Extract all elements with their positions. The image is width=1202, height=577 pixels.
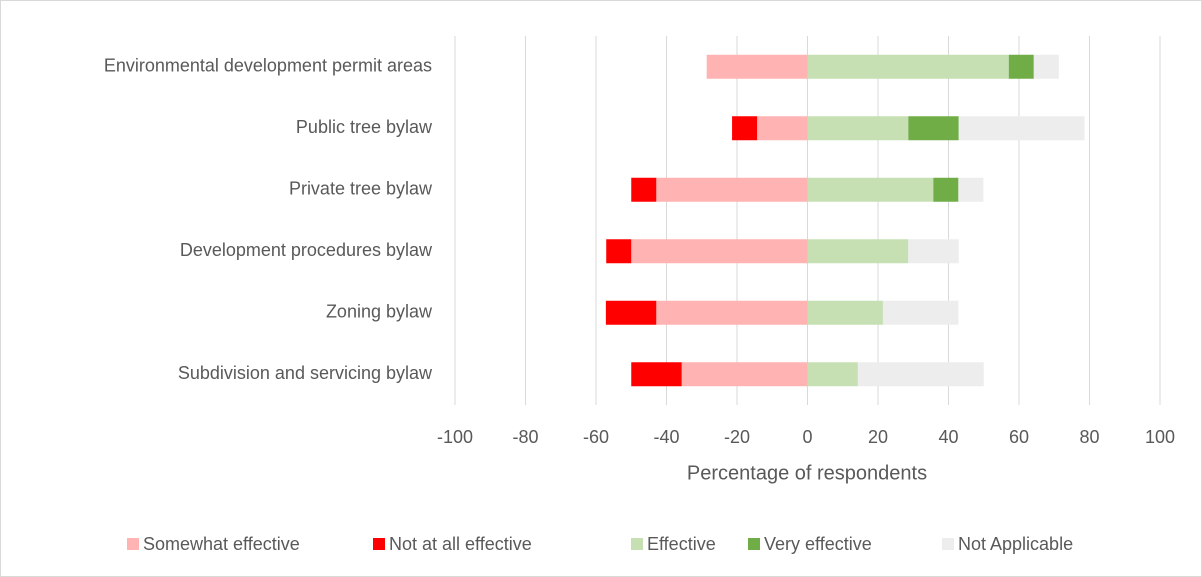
x-tick-label: -20	[724, 427, 750, 447]
bar-segment	[656, 300, 808, 325]
x-tick-label: 0	[802, 427, 812, 447]
legend-label: Very effective	[764, 534, 872, 554]
legend-swatch	[942, 538, 954, 550]
bar-segment	[631, 177, 657, 202]
bar-segment	[807, 116, 909, 141]
bar-segment	[807, 54, 1009, 79]
bar-segment	[757, 116, 808, 141]
legend-swatch	[631, 538, 643, 550]
bar-segment	[807, 300, 883, 325]
x-tick-label: -60	[583, 427, 609, 447]
bar-segment	[807, 239, 909, 264]
bar-segment	[631, 239, 808, 264]
x-tick-label: 60	[1009, 427, 1029, 447]
bar-segment	[933, 177, 959, 202]
bar-segment	[908, 239, 959, 264]
x-tick-label: -100	[437, 427, 473, 447]
bar-segment	[807, 362, 858, 387]
bar-segment	[605, 300, 657, 325]
legend-swatch	[748, 538, 760, 550]
legend-label: Not Applicable	[958, 534, 1073, 554]
legend-swatch	[373, 538, 385, 550]
bar-segment	[706, 54, 808, 79]
y-tick-label: Zoning bylaw	[326, 302, 433, 322]
x-tick-label: 40	[938, 427, 958, 447]
x-tick-label: 20	[868, 427, 888, 447]
bar-segment	[606, 239, 632, 264]
bar-segment	[807, 177, 934, 202]
bar-segment	[908, 116, 959, 141]
bar-segment	[958, 177, 984, 202]
bar-segment	[1008, 54, 1034, 79]
bar-segment	[857, 362, 984, 387]
y-tick-label: Private tree bylaw	[289, 179, 433, 199]
y-tick-label: Development procedures bylaw	[180, 240, 433, 260]
bar-segment	[958, 116, 1085, 141]
bar-segment	[732, 116, 758, 141]
y-tick-label: Environmental development permit areas	[104, 56, 432, 76]
legend-swatch	[127, 538, 139, 550]
y-tick-label: Public tree bylaw	[296, 117, 433, 137]
legend-label: Effective	[647, 534, 716, 554]
x-tick-label: 80	[1079, 427, 1099, 447]
bar-segment	[631, 362, 682, 387]
bar-segment	[1033, 54, 1059, 79]
bar-segment	[656, 177, 808, 202]
x-axis-title: Percentage of respondents	[687, 462, 927, 484]
x-tick-label: 100	[1145, 427, 1175, 447]
legend-label: Not at all effective	[389, 534, 532, 554]
bar-segment	[882, 300, 959, 325]
x-tick-label: -80	[512, 427, 538, 447]
bar-segment	[681, 362, 808, 387]
legend-label: Somewhat effective	[143, 534, 300, 554]
x-tick-label: -40	[653, 427, 679, 447]
y-tick-label: Subdivision and servicing bylaw	[178, 363, 433, 383]
